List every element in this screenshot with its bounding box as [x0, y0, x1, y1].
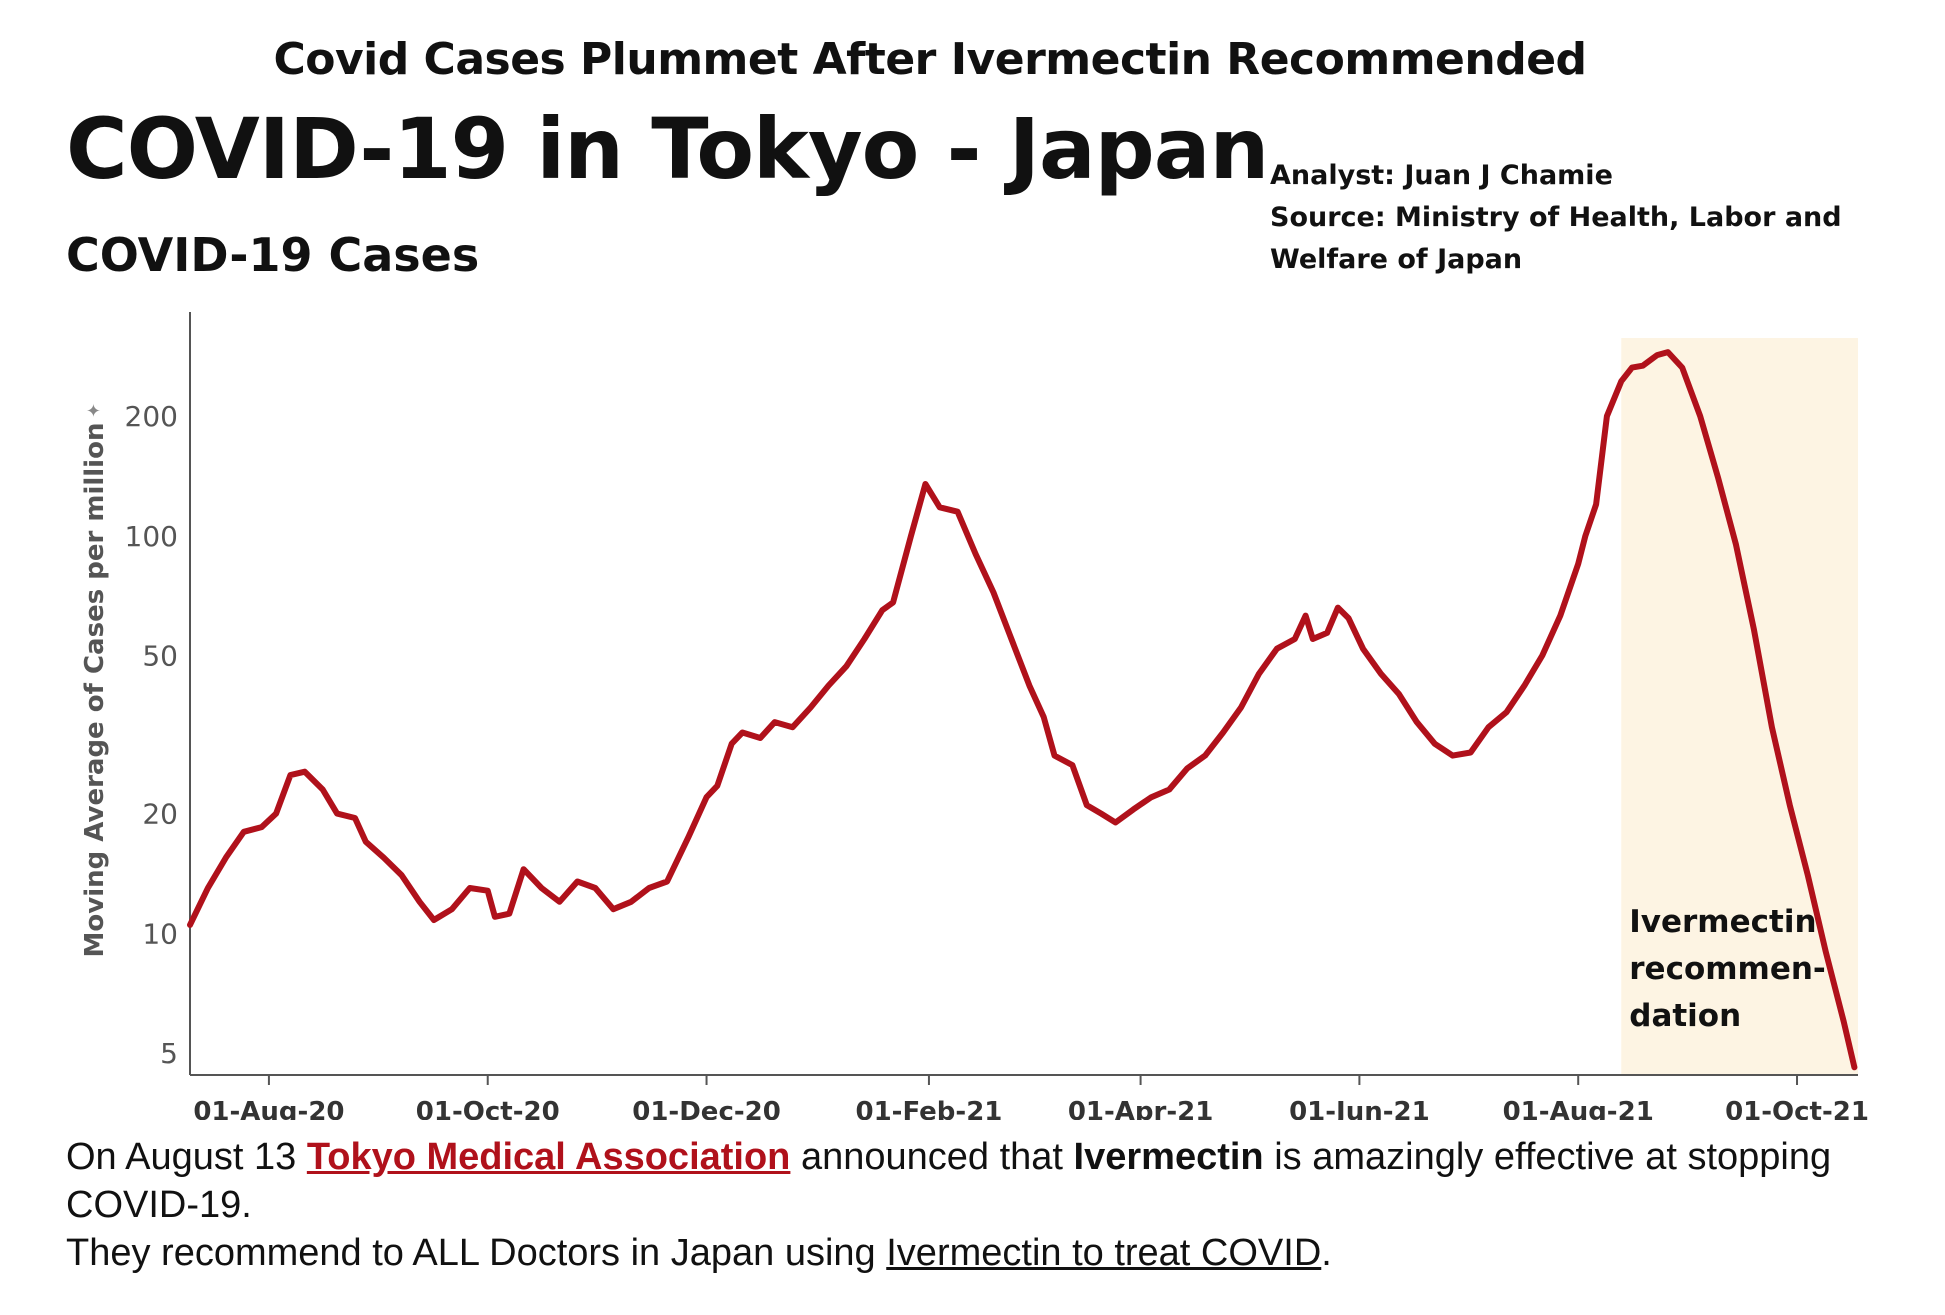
x-tick-label: 01-Jun-21	[1289, 1097, 1430, 1120]
y-tick-label: 10	[142, 917, 178, 950]
highlight-label-line1: Ivermectin	[1629, 904, 1816, 940]
highlight-label-line2: recommen-	[1629, 951, 1826, 987]
x-tick-label: 01-Oct-20	[416, 1097, 560, 1120]
tokyo-medical-association-link[interactable]: Tokyo Medical Association	[306, 1136, 791, 1178]
analyst-credit: Analyst: Juan J Chamie	[1270, 160, 1613, 191]
x-tick-label: 01-Feb-21	[855, 1097, 1002, 1120]
main-title: COVID-19 in Tokyo - Japan	[66, 100, 1269, 198]
ivermectin-treat-covid-link[interactable]: Ivermectin to treat COVID	[886, 1232, 1322, 1274]
headline: Covid Cases Plummet After Ivermectin Rec…	[273, 34, 1587, 85]
series-line	[187, 349, 1858, 1071]
y-tick-label: 20	[142, 798, 178, 831]
covid-cases-chart: 5 10 20 50 100 200 01-Aug-20 01-Oct-20 01-Dec-2…	[80, 312, 1869, 1120]
caption-text: is amazingly effective at stopping COVID…	[66, 1136, 1832, 1226]
source-credit-line2: Welfare of Japan	[1270, 244, 1523, 275]
highlight-label-line3: dation	[1629, 998, 1741, 1034]
ivermectin-highlight-band	[1621, 338, 1858, 1075]
y-tick-label: 5	[160, 1037, 178, 1070]
caption: On August 13 Tokyo Medical Association a…	[66, 1133, 1866, 1277]
x-tick-label: 01-Oct-21	[1725, 1097, 1869, 1120]
x-tick-label: 01-Dec-20	[632, 1097, 781, 1120]
x-axis-ticks: 01-Aug-20 01-Oct-20 01-Dec-20 01-Feb-21 01-A…	[193, 1075, 1869, 1120]
x-tick-label: 01-Aug-21	[1503, 1097, 1654, 1120]
highlight-label: Ivermectin recommen- dation	[1629, 904, 1826, 1034]
x-tick-label: 01-Aug-20	[193, 1097, 344, 1120]
caption-text: On August 13	[66, 1136, 307, 1178]
y-tick-label: 50	[142, 639, 178, 672]
chart-title: COVID-19 Cases	[66, 228, 480, 282]
source-credit-line1: Source: Ministry of Health, Labor and	[1270, 202, 1842, 233]
y-axis-label: Moving Average of Cases per million	[80, 423, 110, 958]
y-tick-label: 200	[125, 400, 178, 433]
caption-text: announced that	[790, 1136, 1074, 1178]
credits: Analyst: Juan J Chamie Source: Ministry …	[1270, 155, 1842, 281]
x-tick-label: 01-Apr-21	[1068, 1097, 1214, 1120]
y-axis-ticks: 5 10 20 50 100 200	[125, 400, 178, 1070]
y-tick-label: 100	[125, 520, 178, 553]
caption-text: They recommend to ALL Doctors in Japan u…	[66, 1232, 887, 1274]
caption-text: .	[1321, 1232, 1332, 1274]
caption-bold: Ivermectin	[1073, 1136, 1264, 1178]
pin-icon: ✦	[84, 403, 105, 418]
